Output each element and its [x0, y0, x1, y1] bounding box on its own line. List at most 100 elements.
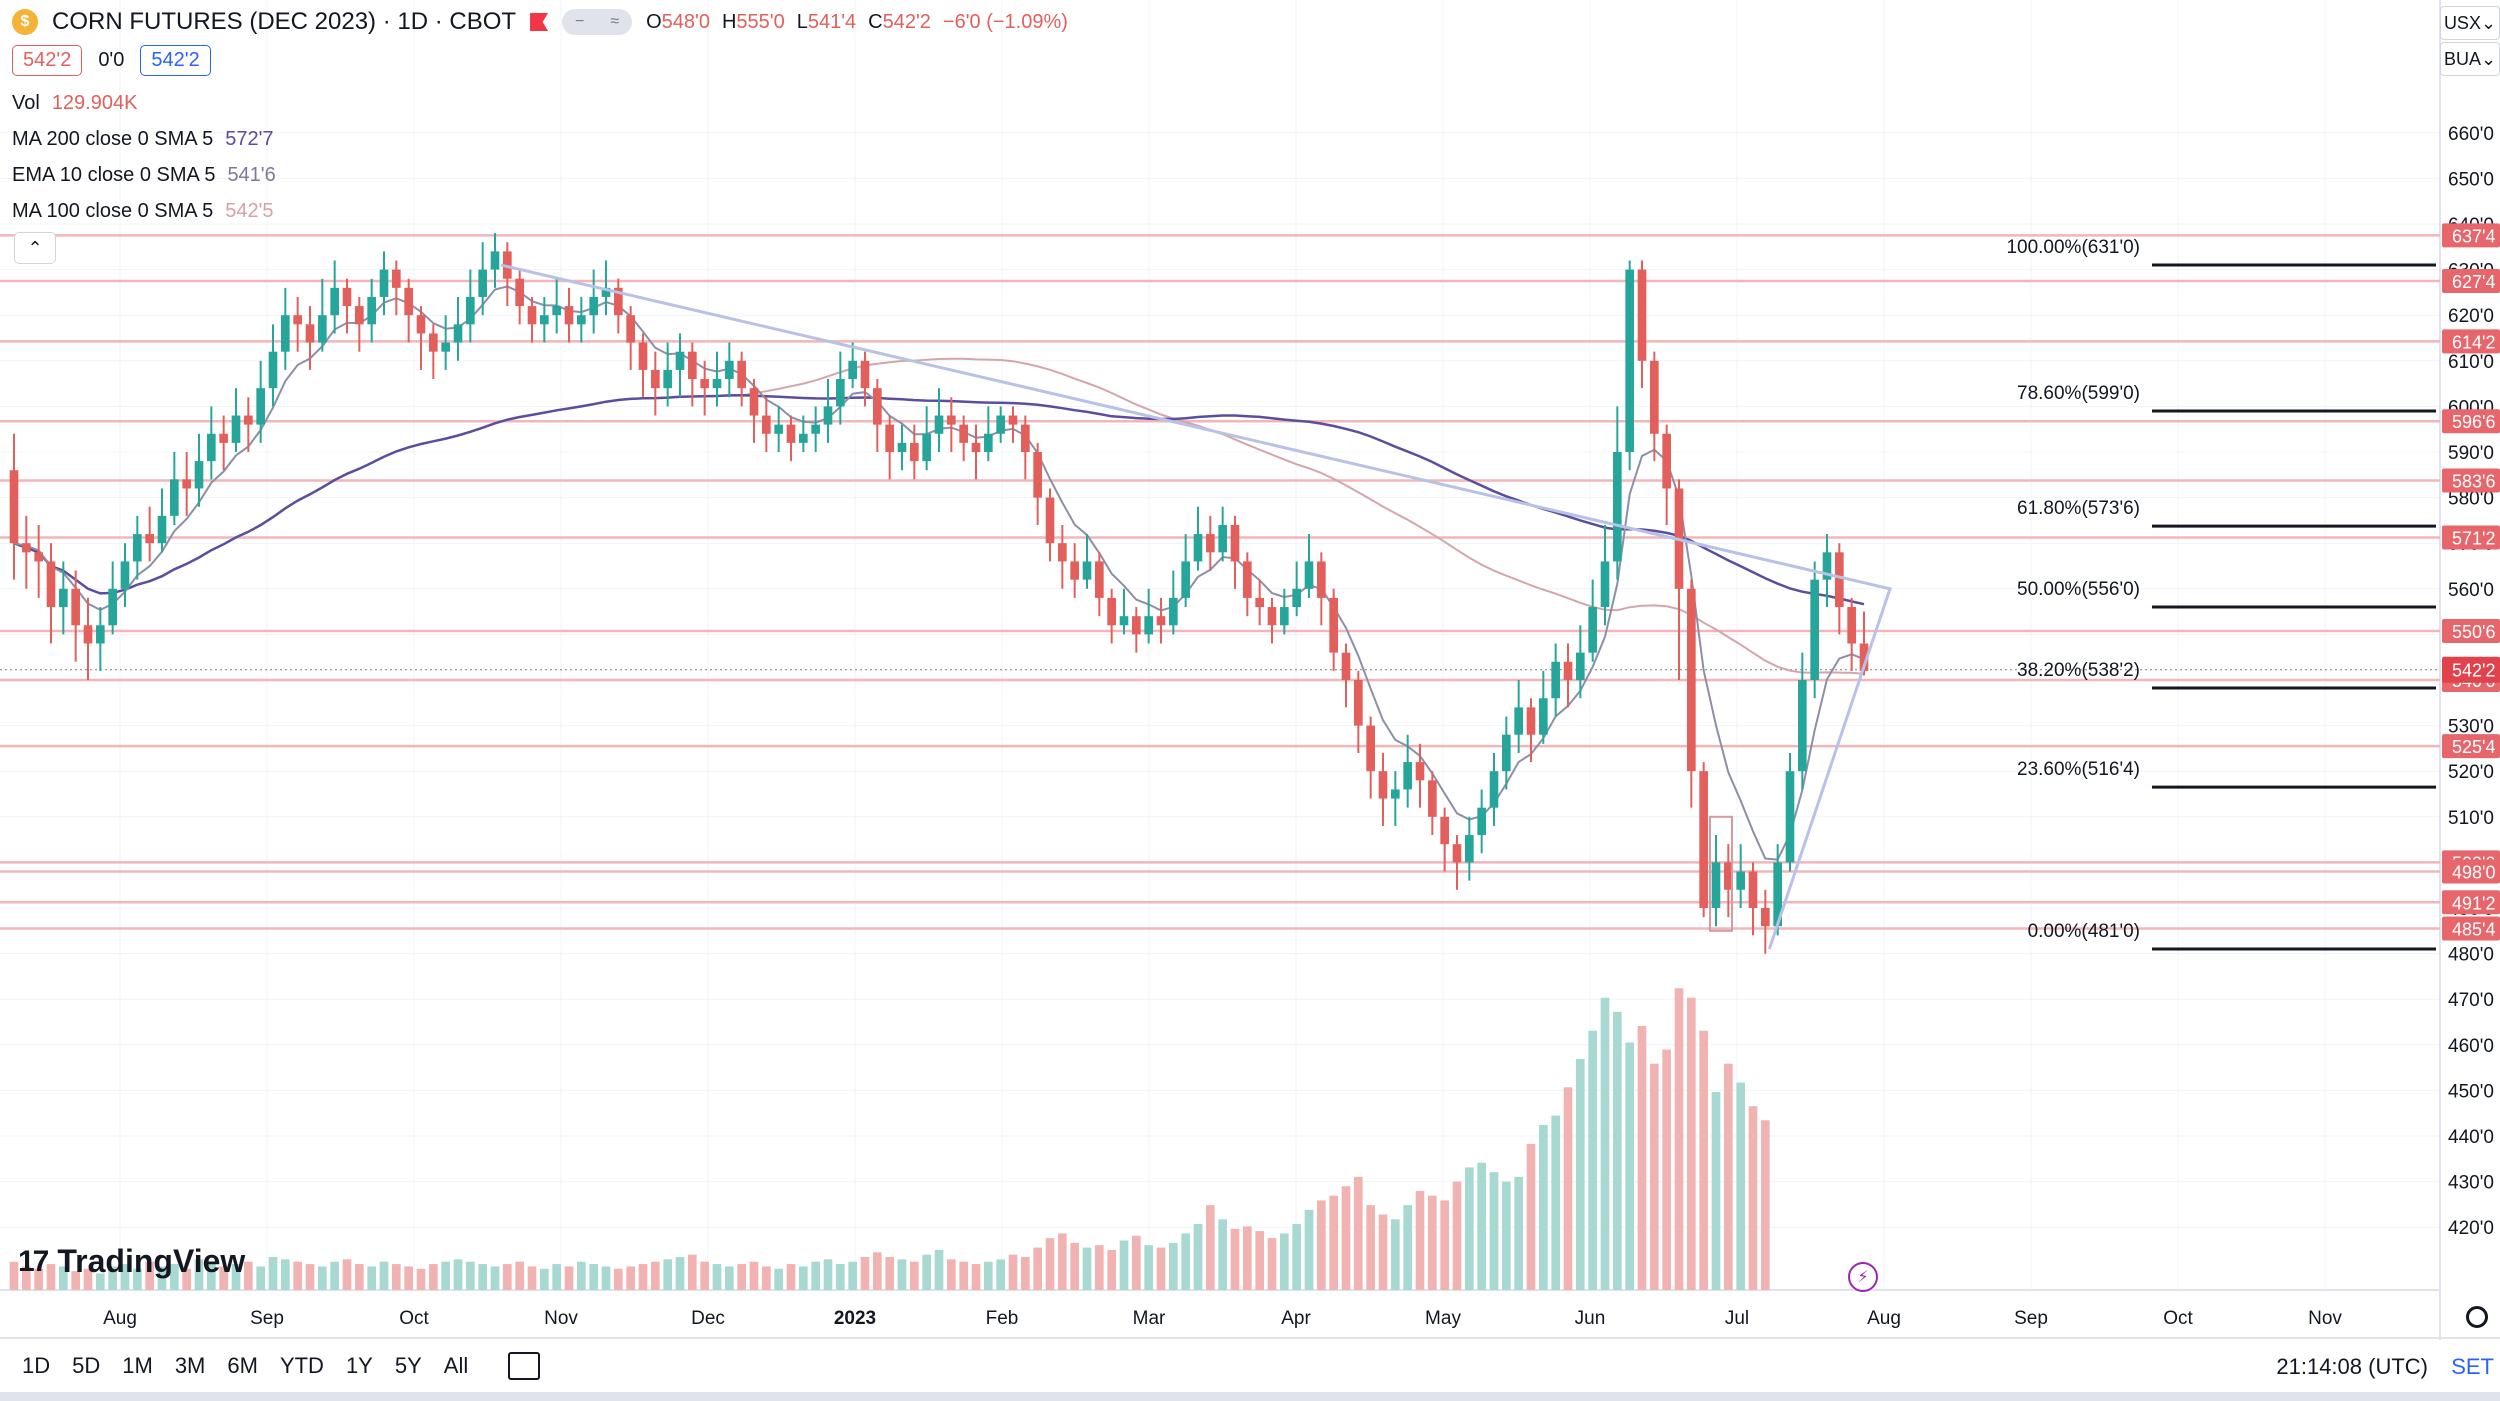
candle[interactable] [1650, 351, 1659, 462]
candle[interactable] [737, 351, 746, 407]
candle[interactable] [1711, 835, 1721, 927]
candle[interactable] [34, 524, 43, 598]
candle[interactable] [897, 424, 907, 471]
calendar-icon[interactable] [508, 1352, 541, 1380]
candle[interactable] [626, 306, 635, 370]
candle[interactable] [712, 351, 722, 407]
candle[interactable] [1452, 835, 1462, 890]
candle[interactable] [1613, 406, 1622, 580]
candle[interactable] [1341, 643, 1351, 708]
candle[interactable] [318, 278, 327, 352]
candle[interactable] [466, 269, 475, 343]
symbol-title[interactable]: CORN FUTURES (DEC 2023) · 1D · CBOT [52, 8, 517, 35]
candle[interactable] [231, 388, 241, 452]
candle[interactable] [1563, 643, 1573, 708]
candle[interactable] [1822, 534, 1832, 608]
candle[interactable] [416, 306, 426, 370]
candle[interactable] [71, 570, 80, 662]
candle[interactable] [194, 433, 204, 507]
candle[interactable] [293, 296, 302, 352]
candle[interactable] [873, 379, 882, 452]
candle[interactable] [836, 351, 845, 425]
candle[interactable] [1810, 561, 1819, 699]
candle[interactable] [96, 607, 105, 671]
candle[interactable] [1847, 597, 1856, 671]
candle[interactable] [1255, 579, 1264, 626]
triangle-drawing[interactable] [500, 263, 1892, 950]
candle[interactable] [1428, 771, 1437, 836]
candle[interactable] [1107, 588, 1116, 644]
timeframe-button[interactable]: 6M [227, 1353, 258, 1378]
candle[interactable] [1551, 643, 1560, 717]
candle[interactable] [490, 233, 500, 288]
candle[interactable] [688, 342, 697, 407]
candle[interactable] [1181, 534, 1190, 608]
candle[interactable] [1317, 552, 1326, 626]
candle[interactable] [540, 296, 549, 343]
legend-row[interactable]: MA 100 close 0 SMA 5 542'5 [12, 200, 274, 223]
candle[interactable] [564, 287, 574, 343]
candle[interactable] [1243, 552, 1252, 617]
timeframe-button[interactable]: 1M [122, 1353, 153, 1378]
candle[interactable] [1082, 534, 1092, 589]
price-axis[interactable]: 660'0650'0640'0630'0620'0610'0600'0590'0… [2442, 124, 2500, 1239]
timeframe-button[interactable]: All [443, 1353, 469, 1378]
candle[interactable] [367, 278, 376, 343]
candle[interactable] [1724, 844, 1733, 918]
chart-mode-toggle[interactable]: − ≈ [562, 9, 633, 35]
candle[interactable] [1058, 524, 1067, 589]
candle[interactable] [256, 360, 265, 443]
candle[interactable] [244, 397, 253, 452]
settings-link[interactable]: SET [2451, 1354, 2494, 1379]
candle[interactable] [1329, 588, 1338, 671]
candle[interactable] [1267, 597, 1277, 644]
candle[interactable] [379, 251, 389, 316]
candle[interactable] [1465, 816, 1474, 881]
candle[interactable] [638, 333, 648, 398]
candle[interactable] [749, 379, 759, 443]
candle[interactable] [1378, 752, 1388, 826]
candle[interactable] [762, 397, 771, 452]
candle[interactable] [441, 315, 450, 370]
candle[interactable] [589, 269, 598, 334]
candle[interactable] [1798, 652, 1807, 790]
candle[interactable] [281, 287, 290, 370]
ask-price-box[interactable]: 542'2 [140, 45, 211, 76]
candle[interactable] [1576, 625, 1585, 699]
time-axis[interactable]: Aug Sep Oct Nov Dec 2023 Feb Mar Apr May Jun Jul Aug… [103, 1308, 2342, 1329]
candle[interactable] [786, 415, 796, 462]
candle[interactable] [663, 342, 672, 407]
candle[interactable] [268, 324, 278, 407]
candle[interactable] [1169, 570, 1178, 635]
candle[interactable] [108, 561, 117, 635]
candle[interactable] [1489, 752, 1499, 826]
candle[interactable] [305, 306, 315, 370]
candlestick-series[interactable] [9, 233, 1869, 954]
candle[interactable] [1391, 771, 1400, 826]
timeframe-button[interactable]: 5D [72, 1353, 101, 1378]
candle[interactable] [700, 360, 709, 416]
candle[interactable] [922, 406, 931, 471]
candle[interactable] [725, 342, 734, 398]
flag-icon[interactable] [530, 13, 549, 31]
candle[interactable] [959, 415, 968, 462]
currency-select[interactable]: USX ⌄ [2440, 6, 2500, 40]
candle[interactable] [1070, 543, 1079, 598]
candle[interactable] [799, 415, 808, 452]
candle[interactable] [1119, 588, 1129, 635]
candle[interactable] [1193, 506, 1203, 571]
candle[interactable] [1835, 543, 1844, 635]
candle[interactable] [1021, 415, 1030, 480]
candle[interactable] [984, 406, 993, 462]
candle[interactable] [1440, 807, 1449, 872]
timeframe-button[interactable]: 1D [22, 1353, 51, 1378]
candle[interactable] [59, 561, 68, 635]
candle[interactable] [1230, 515, 1240, 589]
candle[interactable] [823, 379, 833, 443]
candle[interactable] [1699, 762, 1708, 918]
candle[interactable] [1785, 752, 1795, 872]
candle[interactable] [207, 406, 216, 480]
candle[interactable] [552, 278, 561, 334]
candle[interactable] [1625, 260, 1634, 471]
